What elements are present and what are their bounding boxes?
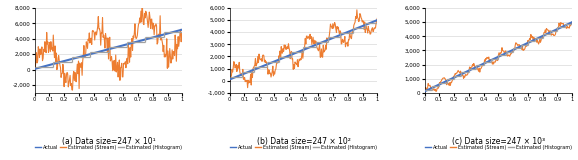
Text: (c) Data size=247 × 10³: (c) Data size=247 × 10³ (452, 137, 545, 146)
Legend: Actual, Estimated (Stream), Estimated (Histogram): Actual, Estimated (Stream), Estimated (H… (423, 143, 573, 152)
Legend: Actual, Estimated (Stream), Estimated (Histogram): Actual, Estimated (Stream), Estimated (H… (34, 143, 184, 152)
Legend: Actual, Estimated (Stream), Estimated (Histogram): Actual, Estimated (Stream), Estimated (H… (228, 143, 379, 152)
Text: (b) Data size=247 × 10²: (b) Data size=247 × 10² (257, 137, 350, 146)
Text: (a) Data size=247 × 10¹: (a) Data size=247 × 10¹ (62, 137, 155, 146)
